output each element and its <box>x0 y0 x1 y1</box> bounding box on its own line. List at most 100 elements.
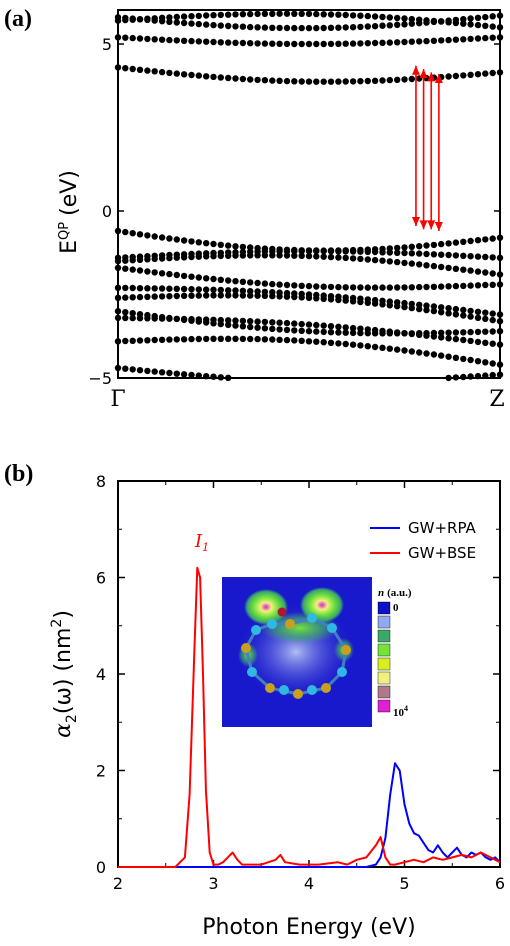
band-point <box>217 374 224 381</box>
band-point <box>379 301 386 308</box>
band-point <box>129 16 136 23</box>
band-point <box>276 252 283 259</box>
band-point <box>151 15 158 22</box>
band-point <box>188 292 195 299</box>
band-point <box>474 328 482 336</box>
band-point <box>342 11 349 19</box>
band-point <box>210 253 217 260</box>
band-point <box>151 269 158 276</box>
band-point <box>371 300 379 307</box>
colorbar-max-label: 104 <box>393 704 408 719</box>
band-point <box>342 40 349 47</box>
band-point <box>239 287 247 294</box>
band-point <box>276 40 283 47</box>
band-point <box>364 23 371 30</box>
y-tick-label: 0 <box>102 202 112 221</box>
band-point <box>467 307 474 315</box>
plot-frame-a <box>117 9 501 379</box>
band-point <box>313 40 320 48</box>
band-point <box>122 365 129 372</box>
band-point <box>438 240 445 248</box>
band-point <box>430 251 438 258</box>
band-point <box>144 268 151 275</box>
band-point <box>217 316 224 324</box>
band-point <box>489 270 496 277</box>
band-point <box>166 14 173 21</box>
peak-annotation-sub: 1 <box>202 541 209 554</box>
band-point <box>166 293 173 300</box>
band-point <box>180 13 188 20</box>
band-point <box>232 278 239 285</box>
band-point <box>144 35 151 43</box>
band-point <box>232 252 239 259</box>
band-point <box>158 369 166 376</box>
band-point <box>445 335 452 342</box>
band-point <box>357 40 364 47</box>
band-point <box>261 24 269 31</box>
band-point <box>482 281 489 289</box>
band-point <box>225 39 232 46</box>
band-point <box>254 24 261 31</box>
band-point <box>445 310 452 317</box>
band-point <box>188 253 195 261</box>
band-point <box>114 257 122 265</box>
y-tick-label: 2 <box>96 762 106 781</box>
band-point <box>467 328 474 336</box>
band-point <box>210 240 217 248</box>
band-point <box>482 22 489 29</box>
band-point <box>320 24 327 32</box>
band-point <box>313 295 320 302</box>
colorbar-min-label: 0 <box>393 602 399 614</box>
band-point <box>474 282 482 289</box>
band-point <box>151 255 158 263</box>
band-point <box>489 310 496 317</box>
band-point <box>210 316 217 323</box>
band-point <box>489 281 496 288</box>
band-point <box>173 37 180 44</box>
band-point <box>114 17 122 24</box>
band-point <box>445 73 452 80</box>
band-point <box>349 329 357 337</box>
panel-label-b: (b) <box>4 461 33 487</box>
band-point <box>349 284 357 291</box>
band-point <box>166 36 173 44</box>
band-point <box>438 334 445 341</box>
band-point <box>335 296 342 304</box>
band-point <box>423 306 430 314</box>
band-point <box>136 35 144 42</box>
band-point <box>489 360 496 367</box>
band-point <box>225 292 232 299</box>
band-point <box>379 13 386 21</box>
y-tick-label: 8 <box>96 472 106 491</box>
band-point <box>467 35 474 43</box>
band-point <box>349 324 357 332</box>
y-tick-label: 6 <box>96 569 106 588</box>
band-point <box>276 10 283 17</box>
band-point <box>151 293 158 300</box>
legend: GW+RPA GW+BSE <box>370 519 477 562</box>
band-point <box>114 34 122 41</box>
band-point <box>298 327 305 334</box>
band-point <box>364 326 371 333</box>
band-point <box>474 308 482 315</box>
band-point <box>232 243 239 250</box>
band-point <box>151 233 158 240</box>
transition-arrow-head-down <box>419 220 428 230</box>
band-point <box>239 292 247 299</box>
band-point <box>482 269 489 276</box>
band-point <box>239 243 247 251</box>
band-point <box>423 37 430 45</box>
band-point <box>239 252 247 259</box>
y-axis-title-mid: (ω) (nm <box>51 628 76 715</box>
band-point <box>203 335 210 343</box>
x-tick-label: 3 <box>208 874 218 893</box>
band-point <box>357 329 364 337</box>
band-point <box>445 251 452 259</box>
band-point <box>180 285 188 293</box>
band-point <box>203 373 210 380</box>
band-point <box>232 335 239 342</box>
band-point <box>225 74 232 82</box>
band-point <box>136 256 144 263</box>
band-point <box>430 307 438 315</box>
band-point <box>408 15 415 23</box>
